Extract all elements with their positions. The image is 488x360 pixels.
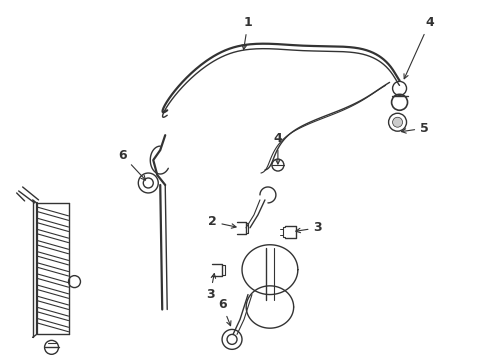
Text: 4: 4: [273, 132, 282, 164]
Text: 1: 1: [242, 16, 252, 50]
Text: 3: 3: [295, 221, 322, 234]
Circle shape: [392, 117, 402, 127]
Text: 6: 6: [118, 149, 145, 180]
Text: 3: 3: [205, 274, 215, 301]
Text: 5: 5: [401, 122, 428, 135]
Text: 4: 4: [403, 16, 433, 79]
Text: 6: 6: [217, 298, 230, 326]
Text: 2: 2: [207, 215, 236, 228]
